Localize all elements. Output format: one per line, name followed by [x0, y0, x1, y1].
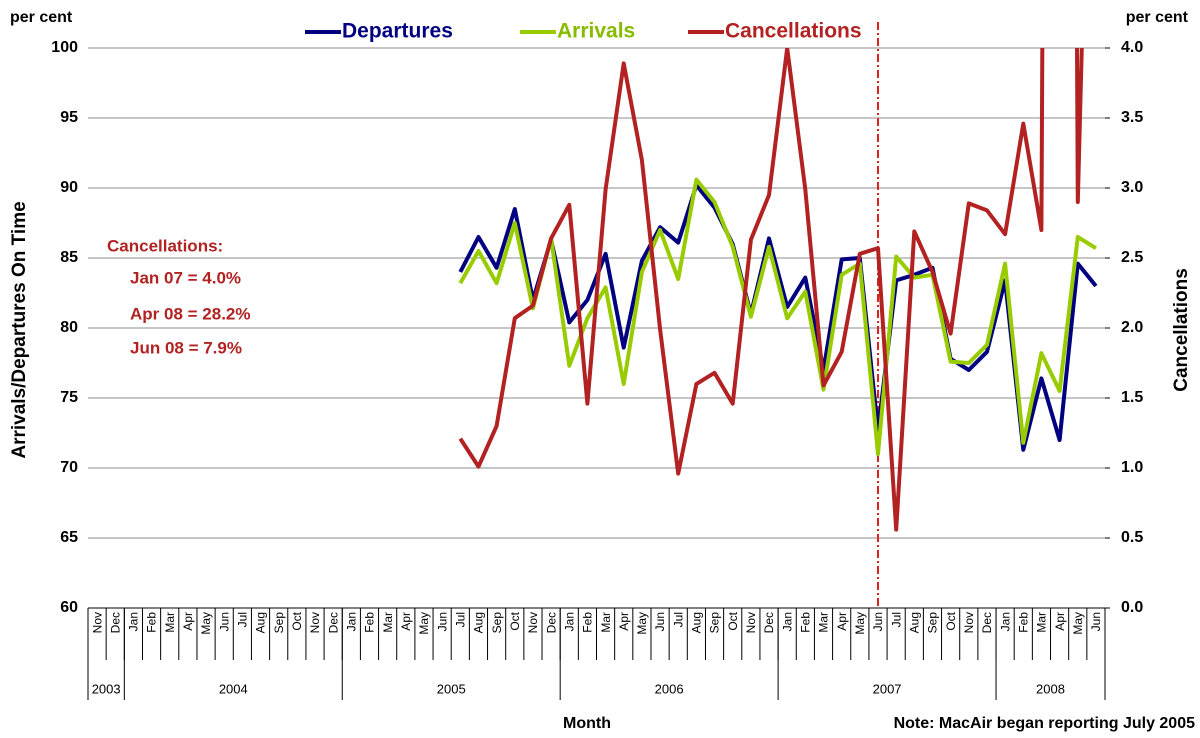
x-tick-label: Nov — [962, 612, 976, 633]
x-tick-label: Feb — [145, 612, 159, 633]
x-tick-label: Apr — [835, 612, 849, 631]
y2-unit: per cent — [1126, 9, 1189, 26]
x-tick-label: May — [853, 612, 867, 635]
y2-axis-title: Cancellations — [1171, 268, 1192, 392]
x-tick-label: Jul — [889, 612, 903, 627]
y2-tick-label: 3.5 — [1121, 109, 1143, 126]
annotation: Apr 08 = 28.2% — [130, 304, 251, 323]
x-tick-label: Nov — [526, 612, 540, 633]
x-tick-label: Feb — [799, 612, 813, 633]
year-label: 2003 — [92, 681, 121, 696]
x-axis-title: Month — [563, 715, 611, 732]
x-tick-label: May — [417, 612, 431, 635]
x-tick-label: Jun — [435, 612, 449, 631]
x-tick-label: Jun — [1089, 612, 1103, 631]
x-tick-label: Apr — [617, 612, 631, 631]
series-line — [458, 177, 1097, 456]
y2-tick-label: 0.0 — [1121, 599, 1143, 616]
x-tick-label: Nov — [90, 612, 104, 633]
legend-label: Departures — [342, 20, 453, 43]
x-tick-label: Feb — [581, 612, 595, 633]
y-tick-label: 95 — [60, 109, 78, 126]
y-unit: per cent — [10, 9, 73, 26]
y-tick-label: 90 — [60, 179, 78, 196]
y2-tick-label: 2.5 — [1121, 249, 1143, 266]
x-tick-label: Feb — [363, 612, 377, 633]
note: Note: MacAir began reporting July 2005 — [894, 715, 1196, 732]
x-tick-label: Jan — [998, 612, 1012, 631]
annotation: Cancellations: — [107, 236, 223, 255]
x-tick-label: Jul — [453, 612, 467, 627]
x-tick-label: Jun — [653, 612, 667, 631]
legend-label: Cancellations — [725, 20, 862, 43]
x-tick-label: Mar — [1035, 612, 1049, 633]
y-tick-label: 65 — [60, 529, 78, 546]
x-tick-label: Mar — [817, 612, 831, 633]
x-tick-label: Dec — [326, 612, 340, 633]
x-tick-label: Nov — [308, 612, 322, 633]
series-line — [458, 183, 1098, 452]
x-tick-label: Jul — [236, 612, 250, 627]
x-tick-label: Mar — [599, 612, 613, 633]
x-tick-label: Sep — [926, 612, 940, 634]
annotation: Jan 07 = 4.0% — [130, 268, 241, 287]
x-tick-label: Sep — [490, 612, 504, 634]
y-tick-label: 70 — [60, 459, 78, 476]
y-tick-label: 100 — [51, 39, 78, 56]
series-line — [458, 48, 1084, 532]
x-tick-label: Dec — [108, 612, 122, 633]
x-tick-label: Jan — [127, 612, 141, 631]
x-tick-label: Mar — [163, 612, 177, 633]
x-tick-label: Mar — [381, 612, 395, 633]
year-label: 2005 — [437, 681, 466, 696]
x-tick-label: Nov — [744, 612, 758, 633]
x-tick-label: Jan — [345, 612, 359, 631]
y-tick-label: 85 — [60, 249, 78, 266]
annotation: Jun 08 = 7.9% — [130, 338, 242, 357]
year-label: 2007 — [873, 681, 902, 696]
y-axis-title: Arrivals/Departures On Time — [9, 201, 30, 458]
x-tick-label: Oct — [944, 611, 958, 630]
y-tick-label: 80 — [60, 319, 78, 336]
y2-tick-label: 1.5 — [1121, 389, 1143, 406]
x-tick-label: Dec — [762, 612, 776, 633]
year-label: 2008 — [1036, 681, 1065, 696]
x-tick-label: Aug — [472, 612, 486, 633]
x-tick-label: Dec — [544, 612, 558, 633]
year-label: 2004 — [219, 681, 248, 696]
x-tick-label: May — [1071, 612, 1085, 635]
x-tick-label: Sep — [272, 612, 286, 634]
x-tick-label: May — [199, 612, 213, 635]
x-tick-label: Apr — [181, 612, 195, 631]
x-tick-label: Jan — [780, 612, 794, 631]
x-tick-label: Aug — [690, 612, 704, 633]
y-tick-label: 75 — [60, 389, 78, 406]
x-tick-label: Apr — [1053, 612, 1067, 631]
x-tick-label: Sep — [708, 612, 722, 634]
year-label: 2006 — [655, 681, 684, 696]
x-tick-label: Jun — [871, 612, 885, 631]
x-tick-label: Oct — [508, 611, 522, 630]
x-tick-label: Apr — [399, 612, 413, 631]
x-tick-label: Aug — [254, 612, 268, 633]
y2-tick-label: 4.0 — [1121, 39, 1143, 56]
x-tick-label: Jul — [671, 612, 685, 627]
y2-tick-label: 3.0 — [1121, 179, 1143, 196]
y2-tick-label: 0.5 — [1121, 529, 1143, 546]
x-tick-label: May — [635, 612, 649, 635]
y2-tick-label: 1.0 — [1121, 459, 1143, 476]
y2-tick-label: 2.0 — [1121, 319, 1143, 336]
x-tick-label: Oct — [726, 611, 740, 630]
x-tick-label: Dec — [980, 612, 994, 633]
x-tick-label: Jun — [217, 612, 231, 631]
x-tick-label: Aug — [907, 612, 921, 633]
plot-area — [458, 48, 1098, 532]
legend-label: Arrivals — [557, 20, 635, 43]
x-tick-label: Jan — [562, 612, 576, 631]
x-tick-label: Feb — [1016, 612, 1030, 633]
y-tick-label: 60 — [60, 599, 78, 616]
x-tick-label: Oct — [290, 611, 304, 630]
